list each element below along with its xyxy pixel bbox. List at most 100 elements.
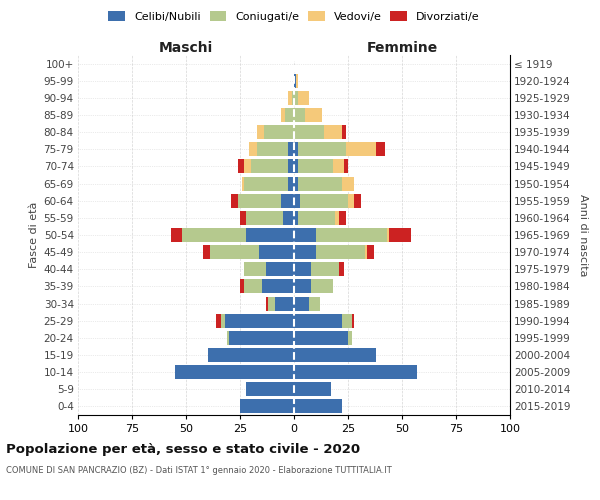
Bar [281, 108, 286, 122]
Bar [240, 400, 294, 413]
Legend: Celibi/Nubili, Coniugati/e, Vedovi/e, Divorziati/e: Celibi/Nubili, Coniugati/e, Vedovi/e, Di… [105, 8, 483, 25]
Bar [266, 296, 268, 310]
Bar [389, 228, 410, 242]
Bar [294, 280, 311, 293]
Bar [281, 194, 294, 207]
Bar [244, 176, 287, 190]
Bar [294, 74, 296, 88]
Bar [268, 296, 275, 310]
Bar [257, 125, 264, 139]
Bar [305, 108, 322, 122]
Bar [341, 314, 352, 328]
Bar [294, 108, 305, 122]
Bar [247, 211, 283, 225]
Bar [296, 74, 298, 88]
Bar [294, 245, 316, 259]
Bar [287, 176, 294, 190]
Bar [242, 176, 244, 190]
Bar [175, 365, 294, 379]
Bar [387, 228, 389, 242]
Bar [367, 245, 374, 259]
Bar [257, 142, 287, 156]
Bar [287, 91, 292, 105]
Bar [225, 314, 294, 328]
Bar [294, 262, 311, 276]
Bar [341, 125, 346, 139]
Bar [294, 176, 298, 190]
Y-axis label: Fasce di età: Fasce di età [29, 202, 40, 268]
Bar [355, 194, 361, 207]
Bar [335, 211, 340, 225]
Bar [292, 91, 294, 105]
Bar [264, 125, 294, 139]
Bar [341, 176, 355, 190]
Bar [294, 125, 324, 139]
Bar [298, 176, 341, 190]
Bar [352, 314, 355, 328]
Bar [247, 228, 294, 242]
Bar [316, 228, 387, 242]
Bar [298, 211, 335, 225]
Bar [344, 160, 348, 173]
Bar [240, 211, 247, 225]
Bar [247, 382, 294, 396]
Bar [294, 160, 298, 173]
Bar [240, 280, 244, 293]
Bar [340, 211, 346, 225]
Bar [294, 314, 341, 328]
Bar [171, 228, 182, 242]
Text: COMUNE DI SAN PANCRAZIO (BZ) - Dati ISTAT 1° gennaio 2020 - Elaborazione TUTTITA: COMUNE DI SAN PANCRAZIO (BZ) - Dati ISTA… [6, 466, 392, 475]
Bar [346, 142, 376, 156]
Bar [324, 125, 341, 139]
Bar [227, 331, 229, 345]
Bar [294, 194, 301, 207]
Bar [294, 382, 331, 396]
Bar [340, 262, 344, 276]
Bar [365, 245, 367, 259]
Y-axis label: Anni di nascita: Anni di nascita [578, 194, 587, 276]
Bar [283, 211, 294, 225]
Bar [298, 160, 333, 173]
Text: Maschi: Maschi [159, 41, 213, 55]
Bar [294, 211, 298, 225]
Bar [376, 142, 385, 156]
Bar [238, 160, 244, 173]
Bar [203, 245, 210, 259]
Bar [238, 194, 281, 207]
Bar [316, 245, 365, 259]
Bar [294, 142, 298, 156]
Bar [301, 194, 348, 207]
Text: Popolazione per età, sesso e stato civile - 2020: Popolazione per età, sesso e stato civil… [6, 442, 360, 456]
Bar [262, 280, 294, 293]
Bar [221, 314, 225, 328]
Bar [248, 142, 257, 156]
Bar [287, 142, 294, 156]
Bar [216, 314, 221, 328]
Bar [309, 296, 320, 310]
Bar [244, 280, 262, 293]
Bar [286, 108, 294, 122]
Bar [266, 262, 294, 276]
Bar [298, 91, 309, 105]
Bar [244, 262, 266, 276]
Bar [294, 400, 341, 413]
Bar [210, 245, 259, 259]
Bar [229, 331, 294, 345]
Text: Femmine: Femmine [367, 41, 437, 55]
Bar [244, 160, 251, 173]
Bar [259, 245, 294, 259]
Bar [294, 91, 298, 105]
Bar [182, 228, 247, 242]
Bar [275, 296, 294, 310]
Bar [333, 160, 344, 173]
Bar [294, 365, 417, 379]
Bar [294, 348, 376, 362]
Bar [294, 228, 316, 242]
Bar [287, 160, 294, 173]
Bar [294, 296, 309, 310]
Bar [311, 280, 333, 293]
Bar [298, 142, 346, 156]
Bar [208, 348, 294, 362]
Bar [294, 331, 348, 345]
Bar [348, 194, 355, 207]
